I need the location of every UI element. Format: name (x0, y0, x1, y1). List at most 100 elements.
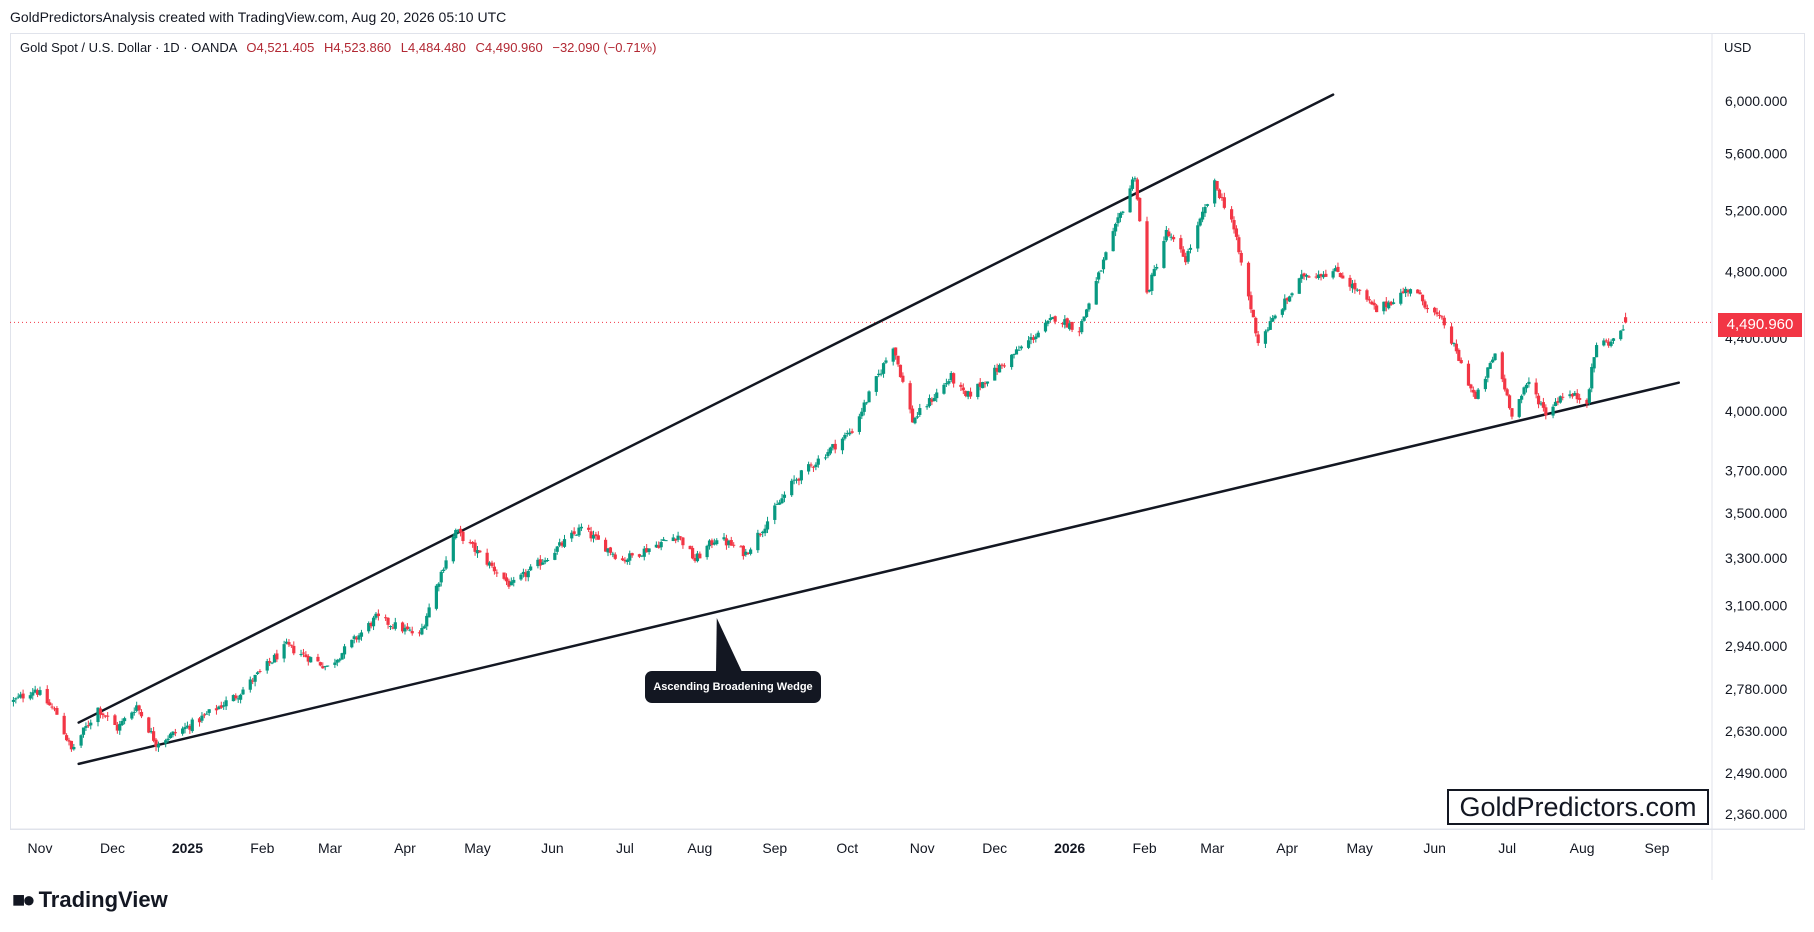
price-tick-label: 3,300.000 (1725, 550, 1787, 566)
price-tick-label: 2,360.000 (1725, 806, 1787, 822)
candle-body (978, 382, 982, 387)
candle-body (1541, 402, 1545, 408)
candle-body (763, 528, 767, 534)
candle-body (1254, 317, 1258, 334)
candle-body (705, 545, 709, 558)
candle-body (1391, 302, 1396, 304)
candle-body (1237, 237, 1241, 253)
price-tick-label: 2,780.000 (1725, 681, 1787, 697)
candle-body (860, 411, 864, 417)
time-tick-label: Apr (394, 840, 416, 856)
candle-body (236, 698, 240, 700)
candle-body (200, 715, 204, 721)
candle-body (357, 635, 361, 640)
candle-body (1034, 336, 1038, 340)
time-tick-label: May (1346, 840, 1372, 856)
candle-body (1082, 316, 1086, 321)
candle-body (454, 530, 458, 539)
candle-body (637, 554, 642, 557)
candle-body (1457, 349, 1461, 361)
candle-body (654, 544, 658, 548)
time-tick-label: 2025 (172, 840, 203, 856)
candle-body (1051, 317, 1055, 319)
candle-body (183, 727, 187, 730)
candle-body (1094, 281, 1098, 305)
time-tick-label: Nov (28, 840, 53, 856)
candle-body (833, 443, 837, 450)
candle-body (874, 376, 878, 392)
trendline-upper[interactable] (77, 93, 1335, 724)
candle-body (62, 715, 66, 735)
candle-body (352, 636, 356, 639)
currency-selector[interactable]: USD (1724, 40, 1752, 55)
candle-body (536, 559, 540, 567)
candle-body (823, 457, 828, 459)
candle-body (642, 548, 646, 557)
candle-body (234, 695, 238, 699)
candle-body (1524, 384, 1529, 389)
candle-body (724, 538, 729, 546)
candle-body (1522, 387, 1526, 395)
candle-body (1101, 259, 1106, 270)
candle-body (1246, 262, 1251, 297)
candle-body (1271, 318, 1275, 322)
candle-body (408, 629, 412, 631)
candle-body (1200, 211, 1205, 220)
candle-body (1551, 406, 1555, 416)
candle-body (321, 666, 325, 669)
price-tick-label: 3,500.000 (1725, 505, 1787, 521)
candle-body (1026, 340, 1031, 348)
candle-body (1348, 277, 1352, 287)
candle-body (120, 720, 124, 726)
candle-body (1561, 396, 1565, 398)
candle-body (966, 391, 970, 397)
candle-body (519, 574, 523, 580)
candle-body (811, 466, 816, 468)
candle-body (543, 560, 547, 563)
price-axis: 2,360.000 2,490.000 2,630.000 2,780.000 2,94… (1725, 93, 1787, 822)
candle-body (1527, 381, 1531, 385)
candle-body (1087, 303, 1091, 310)
candle-body (152, 731, 156, 741)
candle-body (207, 709, 211, 713)
candle-body (775, 503, 779, 505)
pattern-annotation[interactable]: Ascending Broadening Wedge (645, 671, 821, 703)
candle-body (749, 549, 753, 554)
candle-body (1273, 315, 1277, 319)
candle-body (1483, 378, 1487, 390)
candle-body (671, 537, 675, 542)
candle-body (558, 542, 562, 546)
candle-body (577, 527, 581, 536)
candle-body (1590, 367, 1594, 389)
candle-body (371, 617, 376, 627)
tradingview-logo[interactable]: ■● TradingView (12, 887, 168, 913)
candle-body (1317, 274, 1321, 279)
candle-body (739, 546, 743, 548)
candle-body (149, 731, 153, 733)
candle-body (458, 528, 463, 533)
candle-body (405, 626, 409, 630)
candle-body (1266, 329, 1270, 331)
candle-body (1230, 209, 1234, 220)
candle-body (309, 657, 313, 663)
candle-body (1268, 321, 1272, 330)
candle-body (69, 740, 74, 750)
candle-body (1425, 307, 1429, 310)
candle-body (417, 632, 422, 634)
trendline-lower[interactable] (77, 381, 1681, 766)
candle-body (1539, 403, 1543, 405)
price-tick-label: 2,490.000 (1725, 765, 1787, 781)
candle-body (640, 555, 644, 557)
candle-body (84, 726, 88, 728)
candle-body (898, 364, 903, 378)
candle-body (301, 652, 306, 654)
candle-body (756, 532, 760, 551)
candle-body (14, 698, 18, 700)
candle-body (1602, 340, 1606, 346)
candle-body (171, 731, 175, 736)
candle-body (1406, 290, 1410, 293)
candle-body (1043, 322, 1048, 332)
candle-body (1097, 272, 1101, 280)
candle-body (101, 713, 105, 716)
